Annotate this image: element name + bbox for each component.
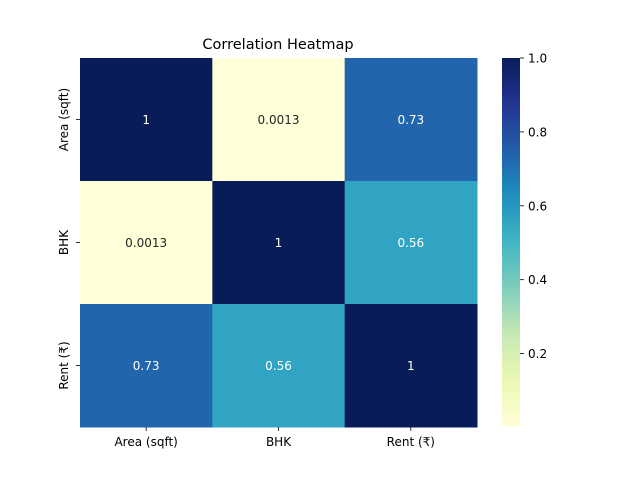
colorbar-tick-label: 0.2	[528, 347, 547, 361]
colorbar-tick-label: 0.4	[528, 273, 547, 287]
cell-value-label: 1	[275, 236, 283, 250]
colorbar-tick-label: 0.8	[528, 125, 547, 139]
heatmap-cell	[212, 304, 346, 428]
heatmap-cell	[212, 58, 346, 182]
cell-value-label: 0.73	[397, 113, 424, 127]
cell-value-label: 0.0013	[125, 236, 167, 250]
heatmap-cell	[212, 181, 346, 305]
x-tick-label: BHK	[266, 435, 292, 449]
y-tick-label: Area (sqft)	[57, 88, 71, 151]
colorbar-tick-label: 1.0	[528, 52, 547, 66]
heatmap-annotations: 1 0.0013 0.73 0.0013 1 0.56 0.73 0.56 1	[125, 113, 424, 373]
y-tick-label: BHK	[57, 229, 71, 255]
x-axis: Area (sqft) BHK Rent (₹)	[114, 427, 435, 449]
colorbar-tick-label: 0.6	[528, 199, 547, 213]
heatmap-cell	[344, 181, 478, 305]
colorbar-axis: 0.2 0.4 0.6 0.8 1.0	[520, 52, 547, 361]
cell-value-label: 0.0013	[258, 113, 300, 127]
cell-value-label: 1	[142, 113, 150, 127]
cell-value-label: 0.56	[265, 359, 292, 373]
chart-title: Correlation Heatmap	[202, 37, 353, 53]
x-tick-label: Rent (₹)	[387, 435, 435, 449]
cell-value-label: 0.73	[133, 359, 160, 373]
cell-value-label: 0.56	[397, 236, 424, 250]
heatmap-cell	[344, 304, 478, 428]
y-axis: Area (sqft) BHK Rent (₹)	[57, 88, 80, 390]
heatmap-cell	[80, 181, 213, 305]
cell-value-label: 1	[407, 359, 415, 373]
heatmap-cell	[344, 58, 478, 182]
colorbar	[502, 58, 520, 427]
y-tick-label: Rent (₹)	[57, 341, 71, 389]
heatmap-cells	[80, 58, 478, 428]
heatmap-cell	[80, 304, 213, 428]
heatmap-cell	[80, 58, 213, 182]
x-tick-label: Area (sqft)	[114, 435, 177, 449]
